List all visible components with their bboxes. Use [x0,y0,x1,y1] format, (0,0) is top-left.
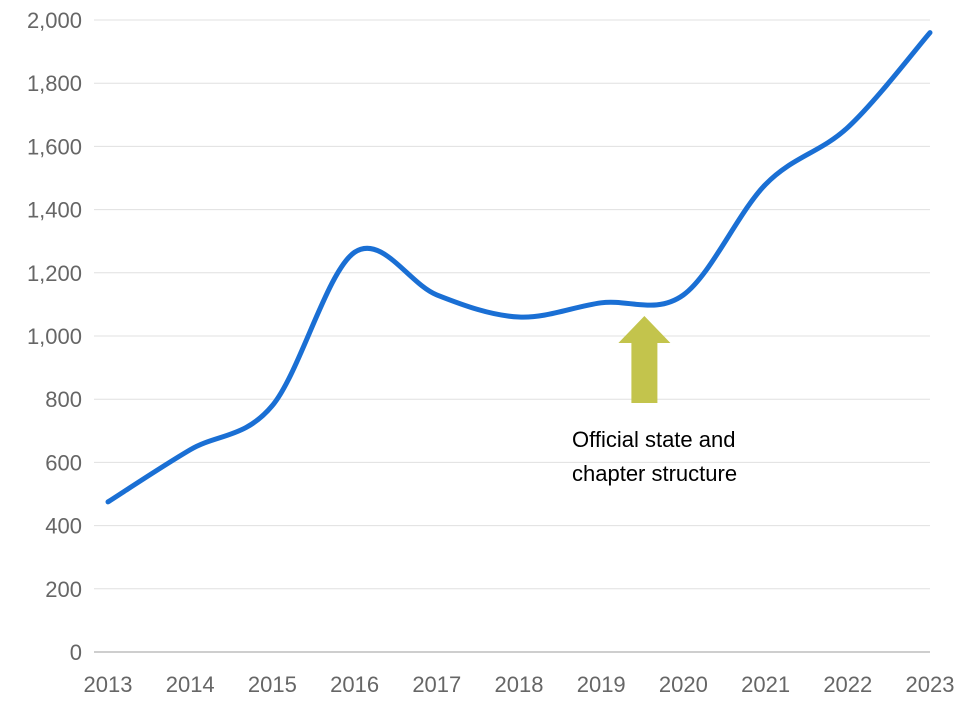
x-tick-label: 2016 [330,672,379,697]
data-point [352,249,358,255]
y-tick-label: 1,400 [27,198,82,223]
x-tick-label: 2021 [741,672,790,697]
data-point [763,181,769,187]
y-tick-label: 0 [70,640,82,665]
series-line [105,30,933,505]
x-tick-label: 2022 [823,672,872,697]
y-tick-label: 600 [45,450,82,475]
x-tick-label: 2015 [248,672,297,697]
y-tick-label: 1,200 [27,261,82,286]
x-tick-label: 2017 [412,672,461,697]
y-tick-label: 800 [45,387,82,412]
y-tick-label: 400 [45,514,82,539]
annotation-text-line-2: chapter structure [572,461,737,486]
x-tick-label: 2013 [84,672,133,697]
annotation-arrow [618,316,671,403]
data-point [598,300,604,306]
x-tick-label: 2020 [659,672,708,697]
data-point [516,314,522,320]
x-tick-label: 2023 [906,672,955,697]
data-point [269,403,275,409]
data-point [845,124,851,130]
y-tick-label: 2,000 [27,8,82,33]
gridlines [94,19,930,653]
y-tick-label: 1,800 [27,71,82,96]
y-tick-label: 1,600 [27,134,82,159]
x-axis-ticks: 2013 2014 2015 2016 2017 2018 2019 2020 2021 2022… [84,672,955,697]
x-tick-label: 2018 [495,672,544,697]
y-tick-label: 200 [45,577,82,602]
annotation-text-line-1: Official state and [572,427,735,452]
data-point [680,292,686,298]
x-tick-label: 2014 [166,672,215,697]
data-point [105,499,111,505]
data-point [927,30,933,36]
data-point [434,292,440,298]
y-axis-ticks: 0 200 400 600 800 1,000 1,200 1,400 1,600 1,800 2,… [27,8,82,665]
x-tick-label: 2019 [577,672,626,697]
y-tick-label: 1,000 [27,324,82,349]
data-point [187,447,193,453]
